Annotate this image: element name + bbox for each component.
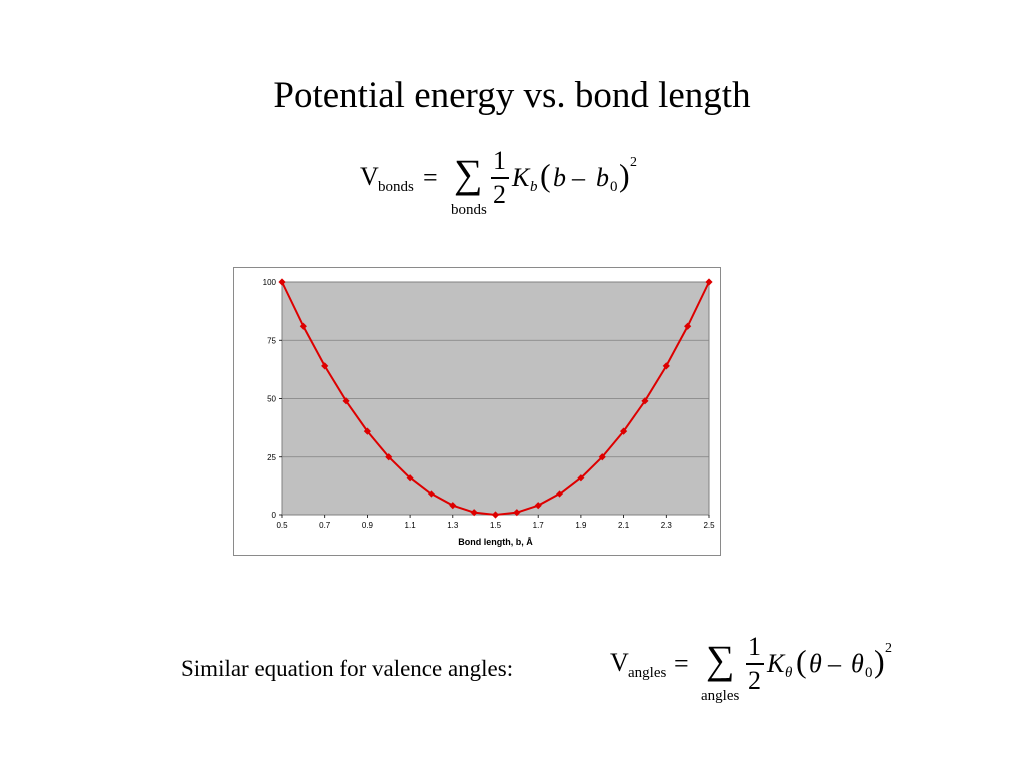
x-tick-label: 1.9 (575, 521, 587, 530)
fraction-numerator: 1 (748, 632, 761, 661)
data-point-marker (662, 362, 670, 370)
fraction-denominator: 2 (493, 180, 506, 209)
eq-lhs-subscript: bonds (378, 179, 414, 195)
data-point-marker (534, 502, 542, 510)
data-point-marker (321, 362, 329, 370)
chart-container: 0 25 50 75 100 0.5 0.7 0.9 1.1 1.3 1.5 1.7 1.9 2.1 2.3… (233, 267, 721, 556)
open-paren: ( (540, 157, 551, 193)
sum-symbol: ∑ (706, 637, 735, 682)
x-tick-label: 1.5 (490, 521, 502, 530)
data-point-marker (598, 453, 606, 461)
x-tick-label: 2.5 (703, 521, 715, 530)
x-axis-title: Bond length, b, Å (458, 537, 533, 547)
caption-text: Similar equation for valence angles: (181, 656, 514, 681)
data-point-marker (491, 511, 500, 519)
y-tick-label: 75 (267, 336, 276, 345)
bond-equation: V bonds = ∑ bonds 1 2 K b ( b – b 0 ) 2 (360, 146, 650, 221)
x-tick-label: 0.5 (276, 521, 288, 530)
x-tick-label: 2.3 (661, 521, 673, 530)
data-point-marker (620, 427, 628, 435)
minus-sign: – (572, 163, 585, 192)
fraction-denominator: 2 (748, 666, 761, 695)
sum-index: bonds (451, 202, 487, 218)
close-paren: ) (874, 643, 885, 679)
x-tick-label: 1.7 (533, 521, 545, 530)
open-paren: ( (796, 643, 807, 679)
minus-sign: – (828, 649, 841, 678)
fraction-bar (491, 177, 509, 179)
y-tick-label: 25 (267, 453, 276, 462)
x-tick-label: 0.9 (362, 521, 374, 530)
data-point-marker (513, 509, 521, 517)
data-point-marker (705, 278, 713, 286)
reference-subscript: 0 (610, 179, 618, 195)
y-tick-label: 50 (267, 395, 276, 404)
data-point-marker (278, 278, 286, 286)
fraction-bar (746, 663, 764, 665)
slide-title: Potential energy vs. bond length (273, 75, 751, 116)
power-superscript: 2 (630, 155, 637, 170)
x-tick-label: 0.7 (319, 521, 331, 530)
data-point-marker (385, 453, 393, 461)
data-point-marker (684, 322, 692, 330)
term-symbol: θ (809, 649, 822, 678)
term-symbol: b (553, 163, 566, 192)
power-superscript: 2 (885, 641, 892, 656)
x-tick-label: 2.1 (618, 521, 630, 530)
bond-energy-chart: 0 25 50 75 100 0.5 0.7 0.9 1.1 1.3 1.5 1.7 1.9 2.1 2.3… (263, 278, 715, 547)
data-point-marker (577, 474, 585, 482)
eq-lhs-symbol: V (360, 162, 379, 191)
sum-symbol: ∑ (454, 151, 483, 196)
angle-equation: V angles = ∑ angles 1 2 K θ ( θ – θ 0 ) … (610, 632, 900, 707)
eq-lhs-symbol: V (610, 648, 629, 677)
reference-symbol: θ (851, 649, 864, 678)
reference-subscript: 0 (865, 665, 873, 681)
data-point-marker (449, 502, 457, 510)
sum-index: angles (701, 688, 740, 704)
y-tick-label: 100 (263, 278, 277, 287)
eq-lhs-subscript: angles (628, 665, 667, 681)
eq-equals: = (674, 649, 689, 678)
close-paren: ) (619, 157, 630, 193)
constant-subscript: b (530, 179, 538, 195)
eq-equals: = (423, 163, 438, 192)
reference-symbol: b (596, 163, 609, 192)
y-tick-label: 0 (272, 511, 277, 520)
constant-symbol: K (767, 649, 785, 678)
constant-symbol: K (512, 163, 530, 192)
x-tick-label: 1.1 (405, 521, 417, 530)
constant-subscript: θ (785, 665, 793, 681)
x-tick-label: 1.3 (447, 521, 459, 530)
fraction-numerator: 1 (493, 146, 506, 175)
